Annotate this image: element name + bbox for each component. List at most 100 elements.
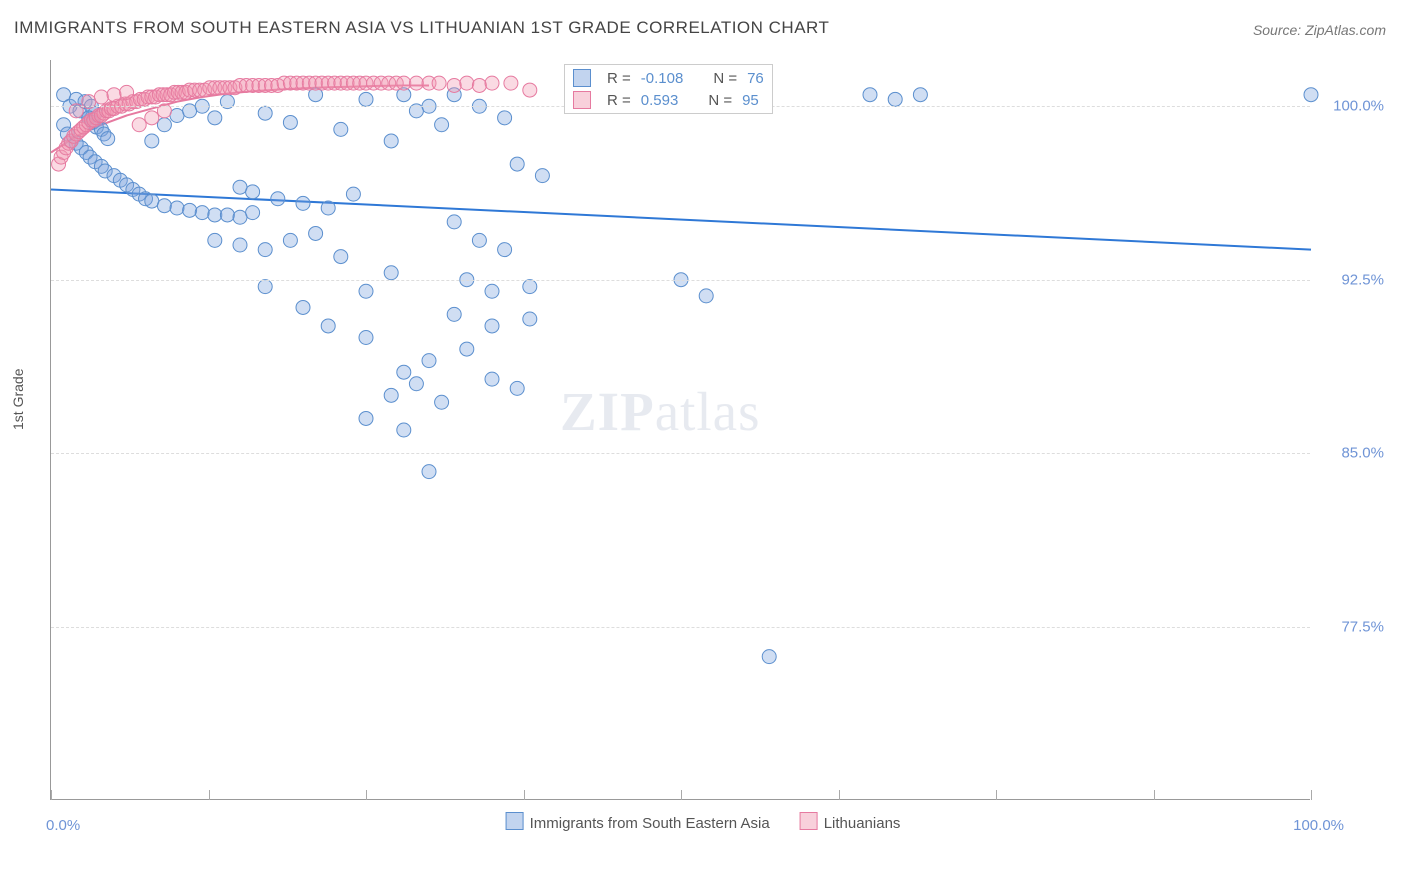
data-point	[321, 319, 335, 333]
legend-item: Lithuanians	[800, 812, 901, 832]
x-tick	[209, 790, 210, 800]
data-point	[208, 233, 222, 247]
y-axis-label: 1st Grade	[10, 369, 26, 430]
data-point	[220, 208, 234, 222]
data-point	[359, 331, 373, 345]
data-point	[472, 233, 486, 247]
data-point	[233, 238, 247, 252]
data-point	[397, 76, 411, 90]
data-point	[170, 201, 184, 215]
data-point	[460, 76, 474, 90]
data-point	[233, 180, 247, 194]
data-point	[170, 109, 184, 123]
data-point	[258, 106, 272, 120]
data-point	[157, 118, 171, 132]
data-point	[422, 465, 436, 479]
data-point	[246, 185, 260, 199]
legend-label: Immigrants from South Eastern Asia	[530, 815, 770, 832]
legend-r-label: R =	[607, 92, 631, 109]
data-point	[422, 354, 436, 368]
legend-row: R = 0.593N =95	[571, 89, 766, 111]
legend-r-value: 0.593	[641, 92, 679, 109]
watermark-atlas: atlas	[655, 381, 761, 442]
y-tick-label: 77.5%	[1341, 618, 1384, 635]
legend-swatch	[800, 812, 818, 830]
data-point	[498, 243, 512, 257]
data-point	[120, 85, 134, 99]
data-point	[397, 365, 411, 379]
x-tick	[996, 790, 997, 800]
legend-r-value: -0.108	[641, 70, 684, 87]
data-point	[523, 83, 537, 97]
correlation-legend: R = -0.108 N = 76 R = 0.593N =95	[564, 64, 773, 114]
legend-r-label: R =	[607, 70, 631, 87]
legend-n-label: N =	[713, 70, 737, 87]
data-point	[510, 381, 524, 395]
data-point	[309, 226, 323, 240]
data-point	[447, 307, 461, 321]
data-point	[195, 206, 209, 220]
data-point	[510, 157, 524, 171]
legend-item: Immigrants from South Eastern Asia	[506, 812, 770, 832]
data-point	[888, 92, 902, 106]
data-point	[296, 300, 310, 314]
data-point	[384, 134, 398, 148]
data-point	[699, 289, 713, 303]
data-point	[283, 233, 297, 247]
data-point	[485, 372, 499, 386]
legend-swatch	[573, 69, 591, 87]
data-point	[246, 206, 260, 220]
grid-line	[51, 280, 1310, 281]
data-point	[863, 88, 877, 102]
grid-line	[51, 453, 1310, 454]
data-point	[233, 210, 247, 224]
data-point	[535, 169, 549, 183]
data-point	[435, 118, 449, 132]
legend-n-value: 95	[742, 92, 759, 109]
y-tick-label: 92.5%	[1341, 271, 1384, 288]
data-point	[107, 88, 121, 102]
data-point	[321, 201, 335, 215]
x-tick	[681, 790, 682, 800]
legend-label: Lithuanians	[824, 815, 901, 832]
y-tick-label: 100.0%	[1333, 98, 1384, 115]
data-point	[334, 122, 348, 136]
data-point	[504, 76, 518, 90]
data-point	[145, 111, 159, 125]
data-point	[271, 192, 285, 206]
legend-swatch	[506, 812, 524, 830]
data-point	[183, 203, 197, 217]
chart-source: Source: ZipAtlas.com	[1253, 22, 1386, 38]
data-point	[258, 243, 272, 257]
data-point	[359, 92, 373, 106]
data-point	[523, 312, 537, 326]
data-point	[346, 187, 360, 201]
data-point	[409, 76, 423, 90]
data-point	[359, 411, 373, 425]
data-point	[913, 88, 927, 102]
x-axis-max-label: 100.0%	[1293, 817, 1344, 834]
x-axis-min-label: 0.0%	[46, 817, 80, 834]
data-point	[334, 250, 348, 264]
data-point	[101, 132, 115, 146]
watermark-zip: ZIP	[560, 381, 655, 442]
legend-row: R = -0.108 N = 76	[571, 67, 766, 89]
x-tick	[839, 790, 840, 800]
data-point	[523, 280, 537, 294]
data-point	[208, 111, 222, 125]
data-point	[460, 342, 474, 356]
data-point	[283, 115, 297, 129]
data-point	[384, 388, 398, 402]
data-point	[485, 76, 499, 90]
data-point	[1304, 88, 1318, 102]
x-tick	[1311, 790, 1312, 800]
data-point	[145, 134, 159, 148]
x-tick	[524, 790, 525, 800]
data-point	[472, 78, 486, 92]
data-point	[435, 395, 449, 409]
chart-title: IMMIGRANTS FROM SOUTH EASTERN ASIA VS LI…	[14, 18, 829, 38]
legend-n-value: 76	[747, 70, 764, 87]
x-tick	[1154, 790, 1155, 800]
data-point	[208, 208, 222, 222]
x-tick	[366, 790, 367, 800]
